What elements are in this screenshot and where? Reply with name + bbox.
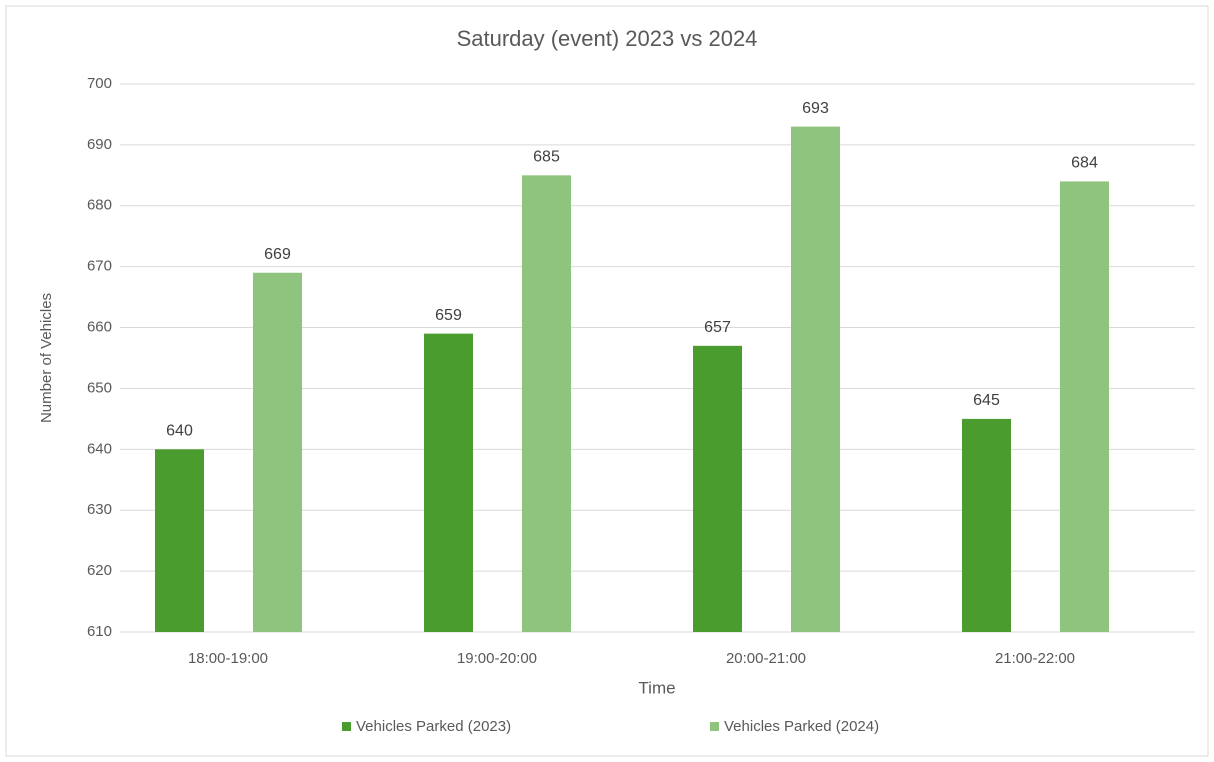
x-tick-label: 21:00-22:00 — [995, 650, 1075, 667]
y-tick-label: 650 — [87, 379, 112, 396]
y-tick-label: 620 — [87, 562, 112, 579]
legend-swatch — [342, 722, 351, 731]
data-label: 669 — [264, 246, 291, 263]
y-tick-label: 690 — [87, 136, 112, 153]
y-tick-label: 660 — [87, 319, 112, 336]
y-tick-label: 680 — [87, 197, 112, 214]
chart-title: Saturday (event) 2023 vs 2024 — [457, 26, 758, 51]
data-label: 645 — [973, 392, 1000, 409]
bar — [424, 333, 473, 632]
bar — [1060, 181, 1109, 632]
x-tick-label: 18:00-19:00 — [188, 650, 268, 667]
y-tick-label: 640 — [87, 440, 112, 457]
y-tick-label: 630 — [87, 501, 112, 518]
data-label: 659 — [435, 307, 462, 324]
legend-label: Vehicles Parked (2023) — [356, 718, 511, 735]
data-label: 684 — [1071, 155, 1098, 172]
bar — [693, 345, 742, 632]
bar — [253, 272, 302, 632]
bar — [155, 449, 204, 632]
bar — [962, 418, 1011, 632]
bar — [522, 175, 571, 633]
y-axis-label: Number of Vehicles — [38, 293, 55, 423]
y-tick-label: 700 — [87, 75, 112, 92]
x-axis-label: Time — [638, 678, 675, 697]
data-label: 685 — [533, 149, 560, 166]
data-label: 640 — [166, 423, 193, 440]
chart-frame — [5, 5, 1209, 757]
data-label: 693 — [802, 100, 829, 117]
y-tick-label: 610 — [87, 623, 112, 640]
legend-swatch — [710, 722, 719, 731]
x-tick-label: 19:00-20:00 — [457, 650, 537, 667]
x-tick-label: 20:00-21:00 — [726, 650, 806, 667]
legend-label: Vehicles Parked (2024) — [724, 718, 879, 735]
bar — [791, 126, 840, 632]
y-tick-label: 670 — [87, 258, 112, 275]
data-label: 657 — [704, 319, 731, 336]
